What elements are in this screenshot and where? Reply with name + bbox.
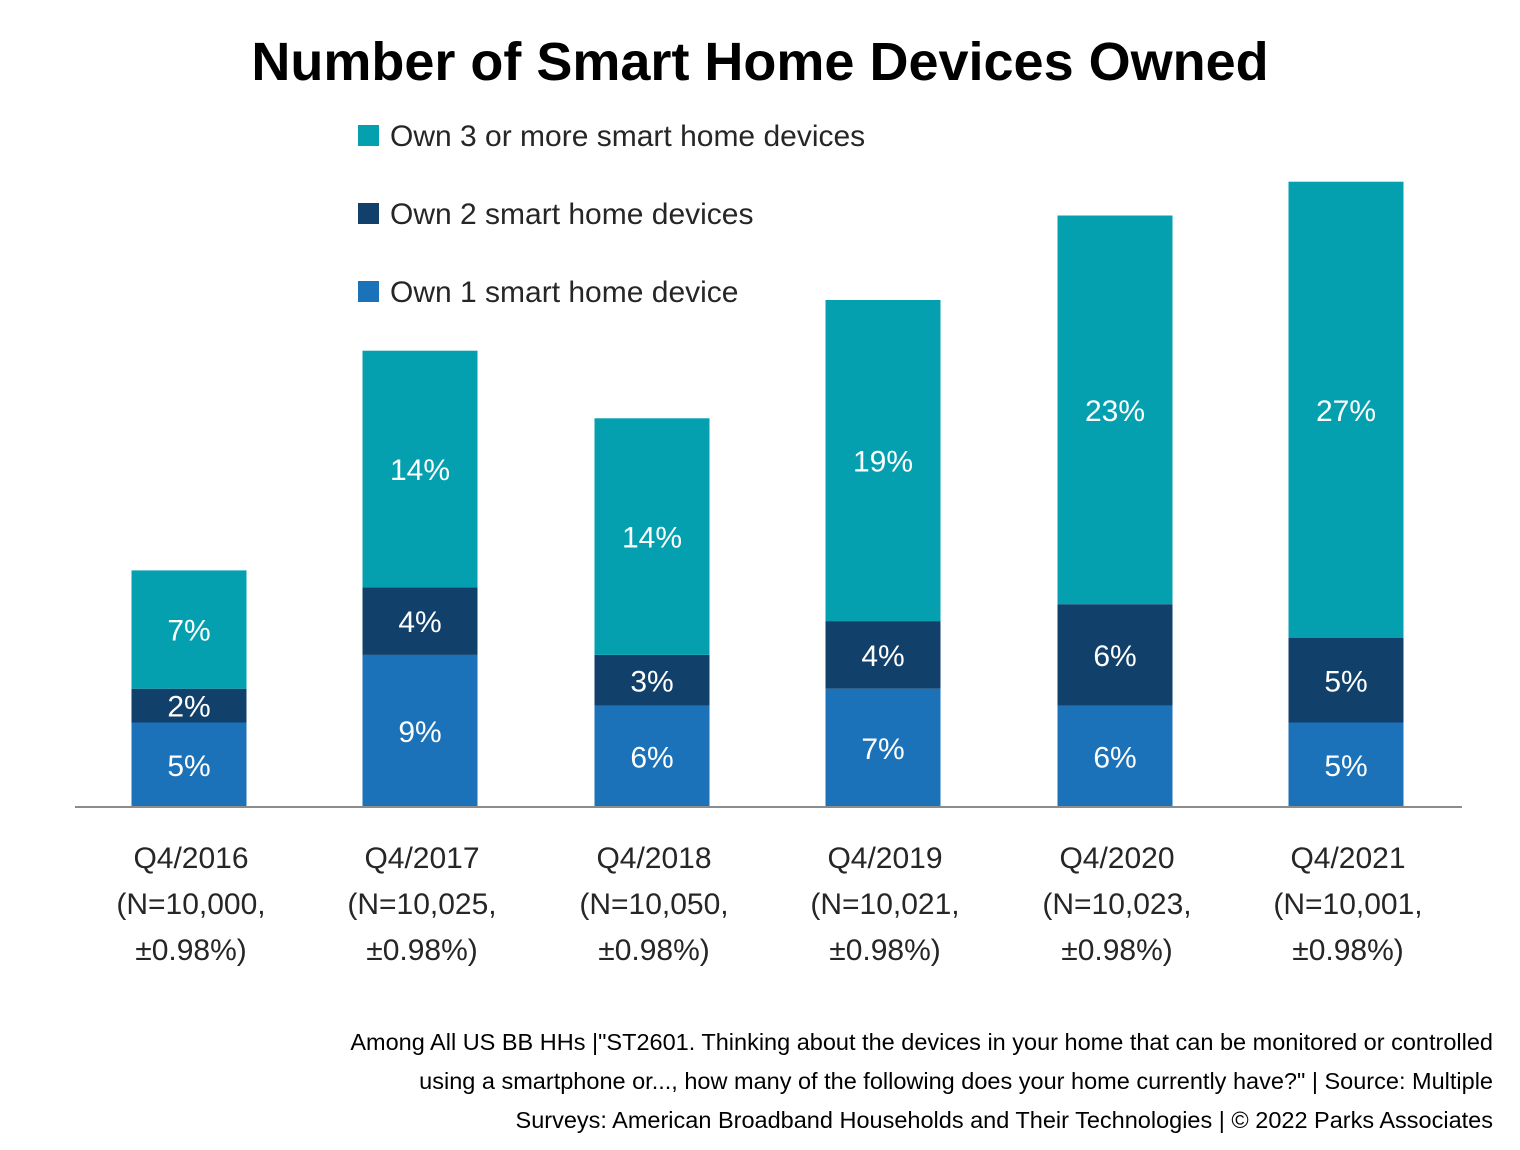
legend-swatch	[358, 125, 379, 146]
x-tick-label: (N=10,025,	[347, 888, 496, 921]
x-tick-label: Q4/2016	[133, 842, 248, 875]
data-label: 5%	[1324, 665, 1367, 698]
x-axis-labels: Q4/2016 (N=10,000, ±0.98%) Q4/2017 (N=10,025…	[116, 842, 1422, 967]
bar-segment-1-3	[594, 705, 710, 807]
bar-segment-2-4	[825, 621, 941, 689]
data-label: 6%	[630, 741, 673, 774]
x-tick-label: ±0.98%)	[135, 934, 247, 967]
bar-segment-1-5	[1057, 705, 1173, 807]
x-tick-label: Q4/2018	[596, 842, 711, 875]
x-tick-label: (N=10,000,	[116, 888, 265, 921]
legend-label: Own 3 or more smart home devices	[390, 120, 865, 153]
data-label: 27%	[1316, 395, 1376, 428]
bar-segment-2-2	[362, 587, 478, 655]
x-tick-label: ±0.98%)	[598, 934, 710, 967]
data-label: 2%	[167, 691, 210, 724]
bar-segment-2-3	[594, 654, 710, 706]
bar-segment-1-6	[1288, 722, 1404, 807]
x-tick-label: (N=10,023,	[1042, 888, 1191, 921]
bar-segment-1-4	[825, 688, 941, 807]
x-tick-label: Q4/2020	[1059, 842, 1174, 875]
data-label: 7%	[861, 733, 904, 766]
x-tick-label: ±0.98%)	[1292, 934, 1404, 967]
x-tick-label: (N=10,001,	[1273, 888, 1422, 921]
legend-label: Own 2 smart home devices	[390, 198, 753, 231]
x-tick-label: ±0.98%)	[829, 934, 941, 967]
data-label: 14%	[622, 522, 682, 555]
x-tick-label: (N=10,021,	[810, 888, 959, 921]
data-label: 9%	[398, 716, 441, 749]
bar-segment-3-3	[594, 418, 710, 655]
x-tick-label: Q4/2019	[827, 842, 942, 875]
bar-segment-3-4	[825, 300, 941, 622]
x-tick-label: ±0.98%)	[1061, 934, 1173, 967]
x-tick-label: Q4/2017	[364, 842, 479, 875]
legend-label: Own 1 smart home device	[390, 276, 738, 309]
bar-segment-3-6	[1288, 181, 1404, 638]
bar-segment-2-5	[1057, 604, 1173, 706]
x-tick-label: Q4/2021	[1290, 842, 1405, 875]
bar-segment-1-1	[131, 722, 247, 807]
bar-segment-3-1	[131, 570, 247, 689]
data-label: 4%	[398, 606, 441, 639]
legend: Own 3 or more smart home devices Own 2 sm…	[358, 120, 865, 309]
footnote-line-2: using a smartphone or..., how many of th…	[419, 1068, 1493, 1094]
footnote-line-3: Surveys: American Broadband Households a…	[516, 1107, 1493, 1133]
chart-title: Number of Smart Home Devices Owned	[251, 32, 1268, 92]
data-label: 19%	[853, 446, 913, 479]
data-label: 4%	[861, 640, 904, 673]
footnote-line-1: Among All US BB HHs |"ST2601. Thinking a…	[350, 1029, 1493, 1055]
data-label: 5%	[1324, 750, 1367, 783]
bar-segment-2-1	[131, 688, 247, 723]
x-tick-label: ±0.98%)	[366, 934, 478, 967]
bar-segment-3-2	[362, 350, 478, 588]
legend-swatch	[358, 203, 379, 224]
data-label: 7%	[167, 615, 210, 648]
data-label: 6%	[1093, 640, 1136, 673]
legend-swatch	[358, 281, 379, 302]
x-tick-label: (N=10,050,	[579, 888, 728, 921]
data-label: 14%	[390, 454, 450, 487]
data-label: 5%	[167, 750, 210, 783]
bars: 5% 2% 7% 9% 4% 14% 6% 3% 14% 7% 4% 19% 6% 6% 23% 5% 5% 27…	[131, 181, 1404, 807]
data-label: 3%	[630, 665, 673, 698]
bar-segment-2-6	[1288, 638, 1404, 723]
bar-segment-1-2	[362, 654, 478, 807]
data-label: 23%	[1085, 395, 1145, 428]
bar-segment-3-5	[1057, 215, 1173, 605]
data-label: 6%	[1093, 741, 1136, 774]
